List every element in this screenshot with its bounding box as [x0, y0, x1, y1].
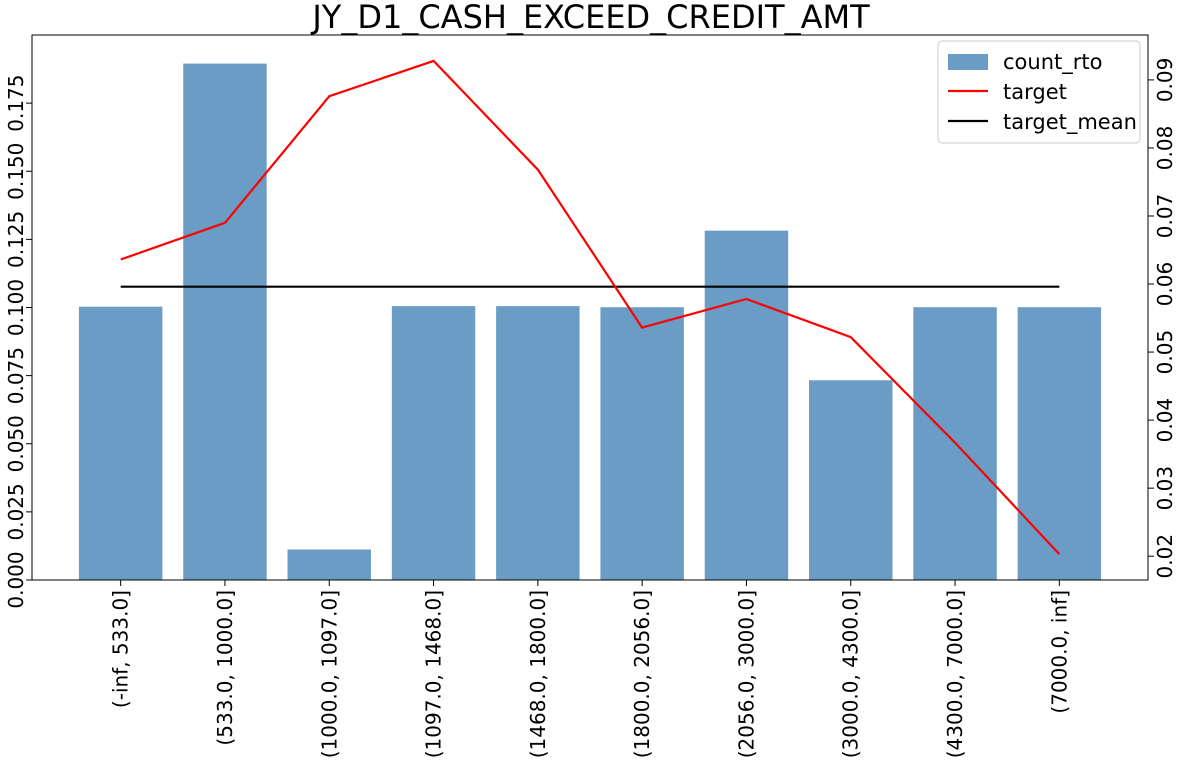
left-tick-label-0: 0.000 — [4, 551, 28, 608]
left-tick-label-4: 0.100 — [4, 279, 28, 336]
right-tick-label-3: 0.05 — [1153, 330, 1177, 375]
right-tick-label-7: 0.09 — [1153, 58, 1177, 103]
x-tick-label-5: (1800.0, 2056.0] — [630, 590, 654, 758]
chart-title: JY_D1_CASH_EXCEED_CREDIT_AMT — [310, 0, 870, 36]
legend-target-label: target — [1003, 80, 1067, 104]
bar-0 — [78, 306, 163, 580]
left-tick-label-7: 0.175 — [4, 74, 28, 131]
x-tick-label-3: (1097.0, 1468.0] — [422, 590, 446, 758]
bar-1 — [183, 63, 267, 581]
bar-2 — [287, 549, 371, 580]
x-tick-label-7: (3000.0, 4300.0] — [839, 590, 863, 758]
left-tick-label-3: 0.075 — [4, 347, 28, 404]
left-tick-label-2: 0.050 — [4, 415, 28, 472]
bar-5 — [600, 307, 684, 580]
x-axis: (-inf, 533.0] (533.0, 1000.0] (1000.0, 109… — [109, 580, 1071, 758]
x-tick-label-8: (4300.0, 7000.0] — [943, 590, 967, 758]
x-tick-label-4: (1468.0, 1800.0] — [526, 590, 550, 758]
x-tick-label-1: (533.0, 1000.0] — [213, 590, 237, 746]
right-axis: 0.02 0.03 0.04 0.05 0.06 0.07 0.08 0.09 — [1148, 58, 1177, 579]
legend-count-rto-label: count_rto — [1003, 50, 1102, 75]
bar-7 — [809, 380, 893, 580]
right-tick-label-1: 0.03 — [1153, 466, 1177, 511]
x-tick-label-0: (-inf, 533.0] — [109, 590, 133, 708]
bar-3 — [391, 306, 476, 580]
bar-9 — [1017, 307, 1102, 580]
x-tick-label-2: (1000.0, 1097.0] — [317, 590, 341, 758]
bar-4 — [496, 306, 580, 580]
x-tick-label-9: (7000.0, inf] — [1047, 590, 1071, 714]
left-tick-label-5: 0.125 — [4, 211, 28, 268]
right-tick-label-0: 0.02 — [1153, 534, 1177, 579]
lines-group — [120, 59, 1061, 555]
right-tick-label-5: 0.07 — [1153, 194, 1177, 239]
bars-group — [78, 63, 1102, 581]
bar-6 — [704, 230, 789, 580]
legend: count_rto target target_mean — [937, 40, 1141, 144]
right-tick-label-2: 0.04 — [1153, 398, 1177, 443]
left-axis: 0.000 0.025 0.050 0.075 0.100 0.125 0.150 0.175 — [4, 74, 32, 609]
left-tick-label-1: 0.025 — [4, 483, 28, 540]
series-line-target — [120, 59, 1061, 555]
right-tick-label-4: 0.06 — [1153, 262, 1177, 307]
legend-target-mean-label: target_mean — [1003, 110, 1137, 135]
legend-count-rto-swatch — [948, 54, 988, 70]
legend-box — [937, 40, 1141, 144]
left-tick-label-6: 0.150 — [4, 143, 28, 200]
right-tick-label-6: 0.08 — [1153, 126, 1177, 171]
x-tick-label-6: (2056.0, 3000.0] — [734, 590, 758, 758]
